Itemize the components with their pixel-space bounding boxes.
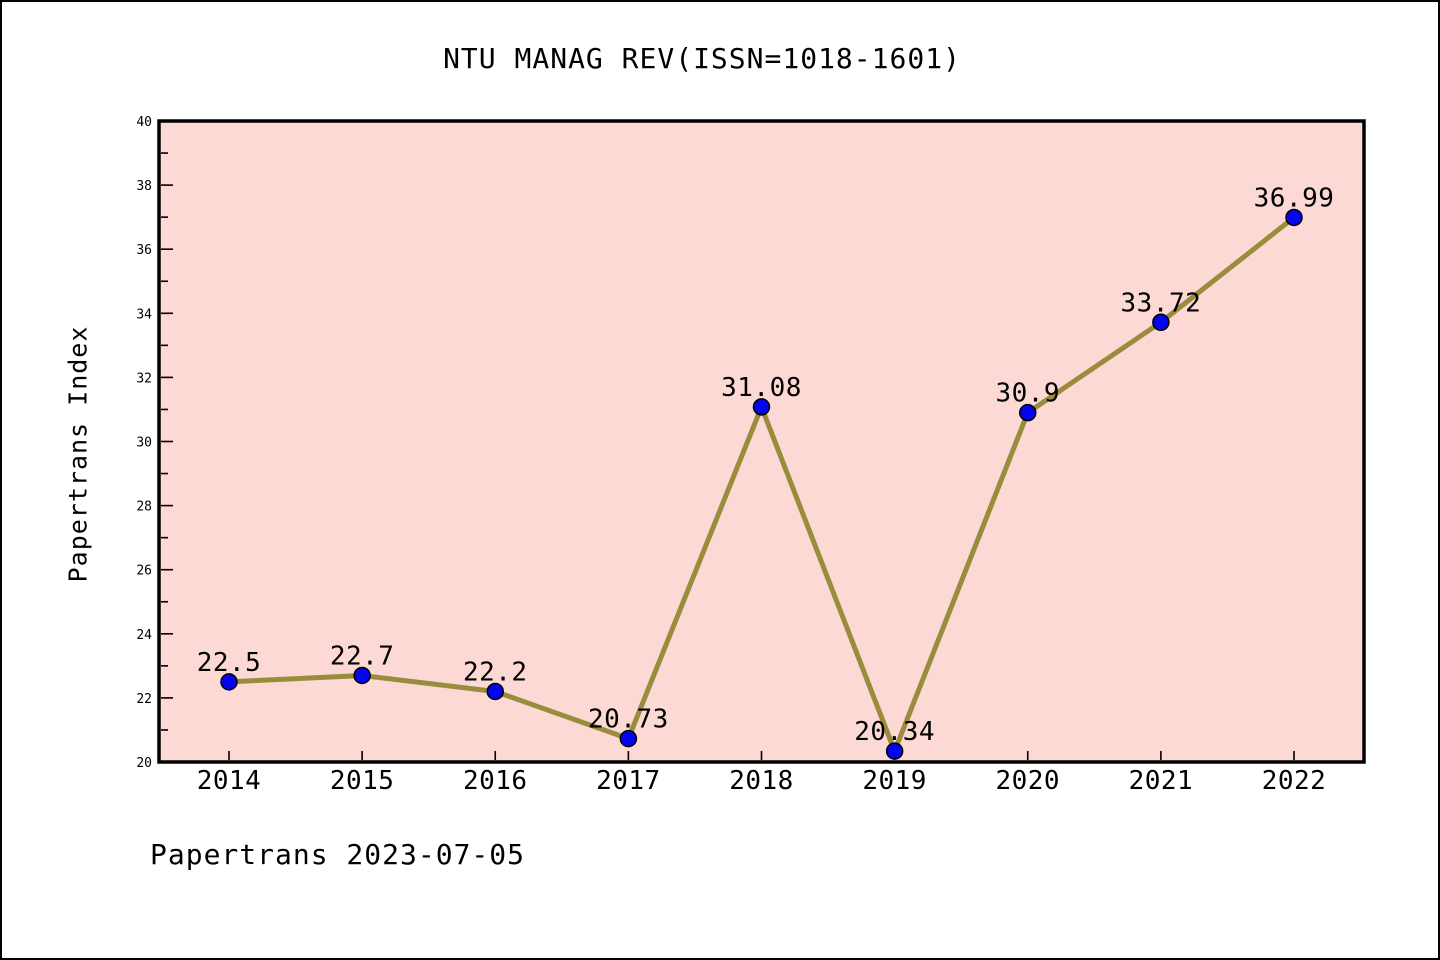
x-tick-label: 2019 xyxy=(862,766,927,796)
y-axis-label: Papertrans Index xyxy=(63,325,93,583)
x-tick-label: 2020 xyxy=(995,766,1060,796)
y-tick-label: 20 xyxy=(136,756,152,771)
data-point xyxy=(752,398,771,416)
data-point-label: 33.72 xyxy=(1120,288,1201,318)
x-tick-label: 2018 xyxy=(729,766,794,796)
x-tick-label: 2014 xyxy=(197,766,262,796)
y-tick-label: 32 xyxy=(136,371,152,386)
data-point xyxy=(1152,313,1170,332)
x-tick-label: 2022 xyxy=(1262,766,1327,796)
data-point xyxy=(353,666,371,685)
data-point-label: 31.08 xyxy=(721,373,802,403)
data-point-label: 30.9 xyxy=(995,379,1060,409)
data-point xyxy=(619,729,638,748)
x-tick-label: 2017 xyxy=(596,766,661,796)
data-point-label: 20.34 xyxy=(854,717,935,747)
data-point xyxy=(1019,403,1037,422)
data-point-label: 36.99 xyxy=(1254,183,1335,213)
plot-area xyxy=(157,119,1366,764)
y-tick-label: 28 xyxy=(136,500,152,515)
data-point-label: 22.2 xyxy=(463,657,528,687)
chart-title: NTU MANAG REV(ISSN=1018-1601) xyxy=(443,42,961,75)
data-point-label: 20.73 xyxy=(588,705,669,735)
y-tick-label: 34 xyxy=(136,307,152,322)
y-tick-label: 38 xyxy=(136,179,152,194)
y-tick-label: 30 xyxy=(136,436,152,451)
y-tick-label: 22 xyxy=(136,692,152,707)
y-tick-label: 36 xyxy=(136,243,152,258)
data-point-label: 22.5 xyxy=(197,648,262,678)
y-tick-label: 26 xyxy=(136,564,152,579)
y-tick-label: 40 xyxy=(136,115,152,130)
watermark-text: Papertrans 2023-07-05 xyxy=(150,838,526,871)
data-point xyxy=(220,673,238,691)
x-tick-label: 2016 xyxy=(463,766,528,796)
x-tick-label: 2021 xyxy=(1129,766,1194,796)
x-tick-label: 2015 xyxy=(330,766,395,796)
data-point xyxy=(1285,208,1303,227)
y-tick-label: 24 xyxy=(136,628,152,643)
data-point xyxy=(486,682,504,701)
data-point-label: 22.7 xyxy=(330,641,395,671)
data-point xyxy=(885,742,904,760)
